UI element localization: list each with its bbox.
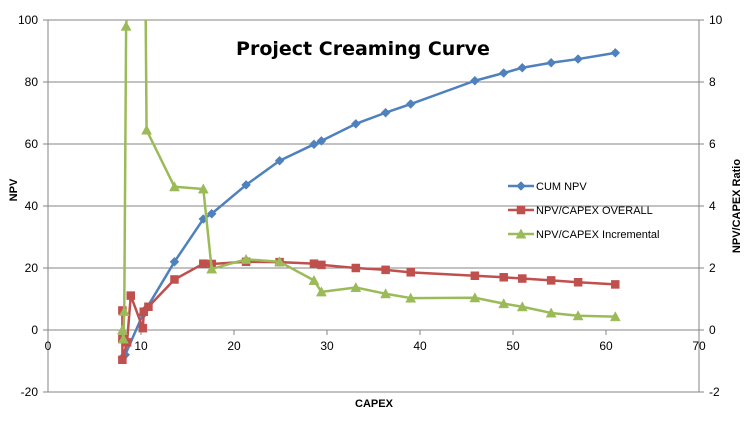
x-tick-label: 20 <box>227 339 241 353</box>
y-tick-label: 20 <box>25 261 39 275</box>
data-point-npv-capex-overall <box>406 268 415 277</box>
data-point-cum-npv <box>405 99 416 109</box>
x-tick-label: 30 <box>320 339 334 353</box>
y2-tick-label: 0 <box>709 323 716 337</box>
data-point-npv-capex-overall <box>170 275 179 284</box>
legend-marker <box>516 205 526 215</box>
data-point-npv-capex-overall <box>611 280 620 289</box>
data-point-npv-capex-incremental <box>609 311 621 322</box>
y2-tick-label: 10 <box>709 13 723 27</box>
y-tick-label: 100 <box>18 13 38 27</box>
data-point-npv-capex-incremental <box>516 301 528 312</box>
y2-tick-label: 8 <box>709 75 716 89</box>
x-tick-label: 70 <box>692 339 706 353</box>
data-point-npv-capex-incremental <box>120 20 132 31</box>
data-point-npv-capex-incremental <box>117 333 129 344</box>
data-point-npv-capex-overall <box>470 271 480 280</box>
data-point-npv-capex-incremental <box>316 286 327 297</box>
data-point-cum-npv <box>610 48 621 58</box>
data-point-npv-capex-overall <box>126 291 136 300</box>
y-tick-label: 80 <box>25 75 39 89</box>
data-point-cum-npv <box>274 155 285 166</box>
legend-item-npv-capex-overall: NPV/CAPEX OVERALL <box>508 205 653 217</box>
data-point-npv-capex-incremental <box>118 305 130 316</box>
data-point-npv-capex-overall <box>317 260 326 270</box>
data-point-cum-npv <box>546 57 556 68</box>
y-tick-label: 60 <box>25 137 39 151</box>
y2-tick-label: 6 <box>709 137 716 151</box>
data-point-npv-capex-incremental <box>116 324 128 335</box>
data-point-npv-capex-overall <box>118 355 127 365</box>
x-tick-label: 10 <box>134 339 148 353</box>
legend-label: NPV/CAPEX Incremental <box>536 229 660 241</box>
legend: CUM NPV NPV/CAPEX OVERALL NPV/CAPEX Increm… <box>508 181 660 241</box>
data-point-npv-capex-overall <box>499 273 508 282</box>
data-point-cum-npv <box>350 118 361 129</box>
data-point-cum-npv <box>309 139 319 150</box>
data-point-npv-capex-incremental <box>469 292 481 303</box>
data-point-npv-capex-incremental <box>405 292 417 303</box>
legend-marker <box>516 181 526 191</box>
data-point-npv-capex-incremental <box>498 298 510 309</box>
data-point-npv-capex-incremental <box>545 307 557 318</box>
axes <box>43 19 704 393</box>
data-point-cum-npv <box>206 208 217 219</box>
data-point-npv-capex-incremental <box>169 181 180 192</box>
data-point-npv-capex-overall <box>144 302 153 311</box>
data-point-npv-capex-overall <box>138 323 148 333</box>
data-point-npv-capex-overall <box>381 265 390 275</box>
x-tick-label: 40 <box>413 339 427 353</box>
legend-label: NPV/CAPEX OVERALL <box>536 205 653 217</box>
x-tick-label: 50 <box>506 339 520 353</box>
x-axis-title: CAPEX <box>355 398 394 410</box>
data-point-cum-npv <box>498 68 509 78</box>
data-point-npv-capex-incremental <box>274 256 285 267</box>
data-point-npv-capex-incremental <box>240 253 252 264</box>
series-npv-capex-overall <box>118 257 620 365</box>
data-point-cum-npv <box>573 54 583 64</box>
data-point-npv-capex-overall <box>518 274 527 283</box>
y-tick-label: 40 <box>25 199 39 213</box>
data-point-npv-capex-overall <box>199 259 208 268</box>
data-point-npv-capex-incremental <box>572 310 584 321</box>
data-point-npv-capex-overall <box>573 278 583 287</box>
data-point-npv-capex-overall <box>139 307 149 316</box>
x-tick-label: 0 <box>45 339 52 353</box>
data-point-npv-capex-incremental <box>350 282 362 293</box>
data-point-npv-capex-incremental <box>197 183 209 194</box>
y-tick-label: 0 <box>31 323 38 337</box>
chart-title: Project Creaming Curve <box>236 38 490 60</box>
data-point-npv-capex-overall <box>351 263 361 273</box>
y2-tick-label: -2 <box>709 385 720 399</box>
data-point-npv-capex-overall <box>309 259 319 268</box>
data-point-cum-npv <box>169 256 180 267</box>
legend-marker <box>515 228 527 239</box>
y2-tick-label: 2 <box>709 261 716 275</box>
legend-item-cum-npv: CUM NPV <box>508 181 587 193</box>
legend-label: CUM NPV <box>536 181 587 193</box>
series-npv-capex-incremental <box>116 20 621 344</box>
series-layer <box>116 20 621 365</box>
data-point-npv-capex-overall <box>546 276 556 285</box>
y-axis-title: NPV <box>8 178 20 201</box>
data-point-npv-capex-incremental <box>308 274 320 285</box>
y2-axis-title: NPV/CAPEX Ratio <box>731 159 743 253</box>
data-point-cum-npv <box>517 62 528 73</box>
data-point-cum-npv <box>470 75 480 86</box>
data-point-cum-npv <box>316 136 327 146</box>
y2-tick-label: 4 <box>709 199 716 213</box>
data-point-npv-capex-incremental <box>206 263 218 274</box>
legend-item-npv-capex-incremental: NPV/CAPEX Incremental <box>508 228 660 241</box>
x-tick-label: 60 <box>599 339 613 353</box>
y-tick-label: -20 <box>21 385 39 399</box>
data-point-cum-npv <box>241 180 251 190</box>
data-point-npv-capex-incremental <box>380 288 392 299</box>
data-point-cum-npv <box>380 107 391 118</box>
data-point-npv-capex-incremental <box>141 124 152 135</box>
